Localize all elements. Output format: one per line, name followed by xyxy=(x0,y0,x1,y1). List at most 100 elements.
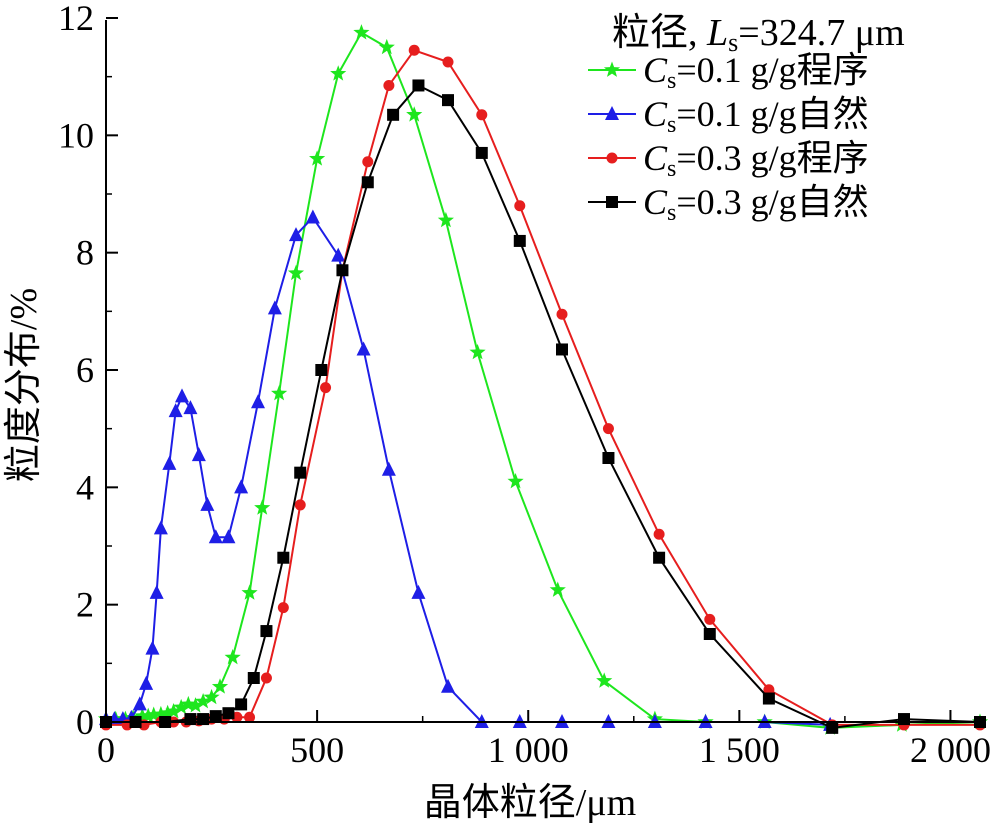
legend-marker xyxy=(605,106,619,120)
data-point xyxy=(762,692,775,705)
data-point xyxy=(159,704,176,721)
data-point xyxy=(254,499,271,515)
data-point xyxy=(235,698,248,711)
y-tick-label: 8 xyxy=(76,233,94,273)
data-point xyxy=(442,94,454,107)
data-point xyxy=(353,24,370,40)
legend-label: Cs=0.1 g/g程序 xyxy=(643,50,869,94)
data-point xyxy=(320,382,332,394)
data-point xyxy=(200,496,215,511)
data-point xyxy=(271,384,288,401)
data-point xyxy=(549,581,566,597)
legend-marker xyxy=(606,196,618,208)
data-point xyxy=(383,79,395,91)
x-tick-label: 1 500 xyxy=(699,730,780,770)
data-point xyxy=(247,672,260,684)
data-point xyxy=(183,400,198,415)
data-point xyxy=(469,343,486,360)
data-point xyxy=(653,528,665,540)
data-point xyxy=(221,529,236,544)
x-tick-label: 1 000 xyxy=(488,730,569,770)
data-point xyxy=(168,403,183,418)
x-tick-label: 500 xyxy=(290,730,344,770)
data-point xyxy=(187,697,204,713)
legend-item: Cs=0.1 g/g自然 xyxy=(588,94,869,138)
data-point xyxy=(287,264,305,281)
data-point xyxy=(507,472,524,489)
data-point xyxy=(475,146,488,159)
series-line xyxy=(106,215,831,726)
data-point xyxy=(826,721,839,734)
legend-item: Cs=0.3 g/g自然 xyxy=(588,182,869,226)
data-point xyxy=(208,529,223,544)
data-point xyxy=(442,56,454,68)
data-point xyxy=(381,461,396,476)
data-point xyxy=(152,705,169,722)
data-point xyxy=(596,672,613,688)
data-point xyxy=(153,520,168,535)
data-point xyxy=(437,211,454,228)
data-point xyxy=(387,108,400,121)
data-point xyxy=(134,707,151,724)
data-point xyxy=(149,584,164,599)
y-tick-label: 4 xyxy=(76,467,94,507)
data-point xyxy=(244,711,256,723)
data-point xyxy=(191,447,206,462)
x-axis-label: 晶体粒径/μm xyxy=(424,782,637,824)
data-point xyxy=(260,625,273,638)
data-point xyxy=(703,628,716,640)
legend-label: Cs=0.1 g/g自然 xyxy=(643,94,869,138)
y-tick-label: 0 xyxy=(76,702,94,742)
data-point xyxy=(140,707,157,724)
series-line xyxy=(106,84,981,729)
data-point xyxy=(514,200,526,212)
data-point xyxy=(139,675,154,690)
legend-label: Cs=0.3 g/g自然 xyxy=(643,182,869,226)
data-point xyxy=(513,234,526,247)
data-point xyxy=(203,688,220,705)
data-point xyxy=(331,247,346,262)
data-point xyxy=(294,466,307,479)
data-point xyxy=(165,702,182,719)
data-point xyxy=(224,648,241,665)
data-point xyxy=(234,479,249,494)
y-tick-label: 12 xyxy=(58,0,94,38)
data-point xyxy=(315,364,328,376)
data-point xyxy=(241,584,258,600)
data-point xyxy=(653,551,666,564)
x-tick-label: 2 000 xyxy=(910,730,991,770)
x-tick-label: 0 xyxy=(97,730,115,770)
data-point xyxy=(132,696,147,711)
data-point xyxy=(184,713,197,726)
data-point xyxy=(277,551,290,564)
data-point xyxy=(411,584,426,599)
data-point xyxy=(289,227,303,242)
data-point xyxy=(412,79,425,92)
data-point xyxy=(556,343,568,356)
legend-item: Cs=0.3 g/g程序 xyxy=(588,138,869,182)
y-tick-label: 10 xyxy=(58,115,94,155)
data-point xyxy=(145,706,162,722)
data-point xyxy=(209,710,222,723)
legend-heading: 粒径, Ls=324.7 μm xyxy=(612,12,905,57)
data-point xyxy=(362,156,374,168)
y-axis-label: 粒度分布/% xyxy=(3,288,45,482)
data-point xyxy=(336,264,349,277)
data-point xyxy=(162,455,177,470)
data-point xyxy=(175,388,189,403)
y-tick-label: 2 xyxy=(76,585,94,625)
data-point xyxy=(441,678,455,693)
data-point xyxy=(361,176,374,189)
data-point xyxy=(309,150,326,166)
data-point xyxy=(330,65,347,81)
data-point xyxy=(408,44,420,56)
legend-marker xyxy=(606,152,618,164)
data-point xyxy=(277,602,289,614)
data-point xyxy=(195,692,212,709)
data-point xyxy=(704,613,716,625)
data-point xyxy=(197,713,210,726)
series-line xyxy=(106,31,981,729)
data-point xyxy=(476,109,488,121)
